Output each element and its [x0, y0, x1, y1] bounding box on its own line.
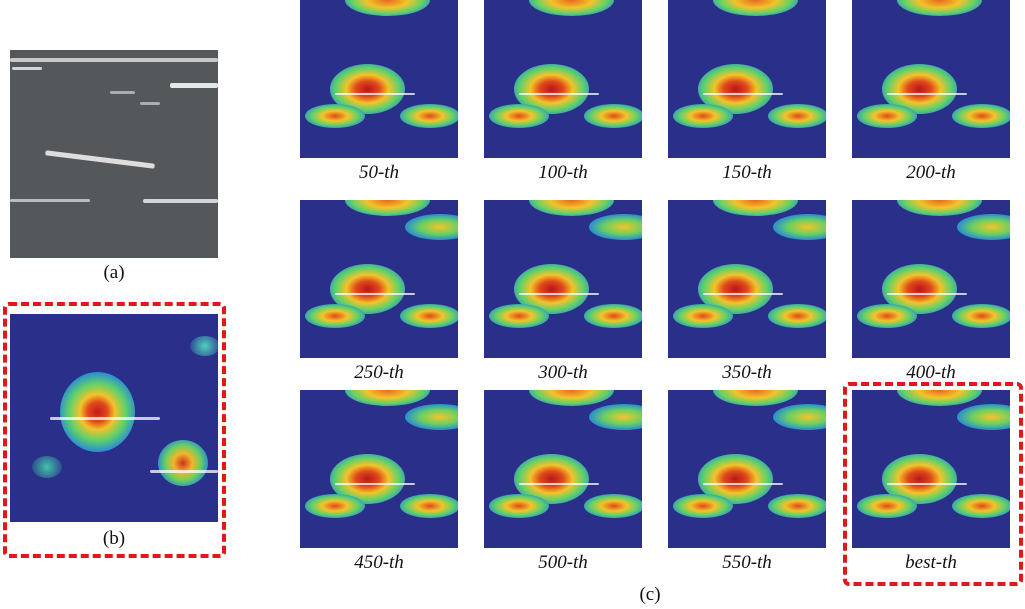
heatmap-cell-label: 150-th	[722, 162, 772, 183]
highlight-box-b	[3, 302, 226, 558]
heatmap-cell	[484, 200, 642, 358]
heatmap-cell-label: 550-th	[722, 552, 772, 573]
caption-b: (b)	[102, 528, 126, 549]
heatmap-cell-label: 350-th	[722, 362, 772, 383]
heatmap-cell-label: 250-th	[354, 362, 404, 383]
heatmap-cell	[852, 390, 1010, 548]
heatmap-cell-label: 50-th	[358, 162, 400, 183]
heatmap-cell-label: 400-th	[906, 362, 956, 383]
highlight-box-best	[843, 382, 1023, 586]
heatmap-cell-label: best-th	[905, 552, 957, 573]
heatmap-cell-label: 100-th	[538, 162, 588, 183]
heatmap-cell	[668, 390, 826, 548]
input-image-a	[10, 50, 218, 258]
heatmap-cell-label: 200-th	[906, 162, 956, 183]
heatmap-cell	[852, 0, 1010, 158]
heatmap-cell-label: 450-th	[354, 552, 404, 573]
caption-c: (c)	[639, 584, 661, 605]
heatmap-cell	[484, 390, 642, 548]
heatmap-cell	[852, 200, 1010, 358]
heatmap-cell	[300, 200, 458, 358]
heatmap-cell	[668, 0, 826, 158]
caption-a: (a)	[103, 262, 125, 283]
heatmap-cell	[300, 0, 458, 158]
heatmap-cell	[668, 200, 826, 358]
heatmap-cell	[300, 390, 458, 548]
heatmap-cell-label: 300-th	[538, 362, 588, 383]
heatmap-cell	[484, 0, 642, 158]
heatmap-b	[10, 314, 218, 522]
heatmap-cell-label: 500-th	[538, 552, 588, 573]
